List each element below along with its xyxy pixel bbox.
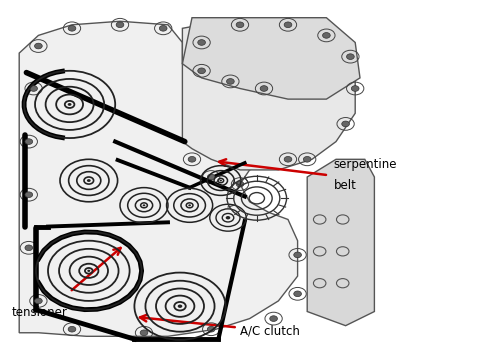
Text: serpentine: serpentine <box>334 158 397 171</box>
Circle shape <box>236 22 244 28</box>
Circle shape <box>35 43 42 49</box>
Circle shape <box>207 174 215 180</box>
Circle shape <box>68 103 72 106</box>
Circle shape <box>351 86 359 91</box>
Polygon shape <box>182 18 360 99</box>
Circle shape <box>159 25 167 31</box>
Circle shape <box>294 252 301 258</box>
Circle shape <box>143 204 145 206</box>
Circle shape <box>116 22 124 28</box>
Circle shape <box>198 40 205 45</box>
Circle shape <box>270 316 277 321</box>
Circle shape <box>140 330 148 336</box>
Circle shape <box>227 79 234 84</box>
Circle shape <box>188 204 191 206</box>
Circle shape <box>30 86 37 91</box>
Circle shape <box>284 156 292 162</box>
Circle shape <box>347 54 354 59</box>
Circle shape <box>188 156 196 162</box>
Polygon shape <box>182 18 355 170</box>
Circle shape <box>68 326 76 332</box>
Circle shape <box>25 139 33 144</box>
Circle shape <box>198 68 205 74</box>
Circle shape <box>260 86 268 91</box>
Circle shape <box>303 156 311 162</box>
Polygon shape <box>19 21 298 336</box>
Circle shape <box>342 121 349 127</box>
Circle shape <box>207 326 215 332</box>
Circle shape <box>68 25 76 31</box>
Circle shape <box>35 298 42 304</box>
Text: A/C clutch: A/C clutch <box>240 325 300 337</box>
Text: tensioner: tensioner <box>12 306 68 319</box>
Circle shape <box>284 22 292 28</box>
Polygon shape <box>307 159 374 326</box>
Circle shape <box>236 181 244 187</box>
Circle shape <box>294 291 301 297</box>
Circle shape <box>226 216 230 219</box>
Circle shape <box>25 192 33 198</box>
Circle shape <box>87 270 90 272</box>
Circle shape <box>323 33 330 38</box>
Circle shape <box>25 245 33 251</box>
Circle shape <box>178 304 182 308</box>
Circle shape <box>87 179 91 182</box>
Circle shape <box>220 180 222 181</box>
Text: belt: belt <box>334 179 357 192</box>
